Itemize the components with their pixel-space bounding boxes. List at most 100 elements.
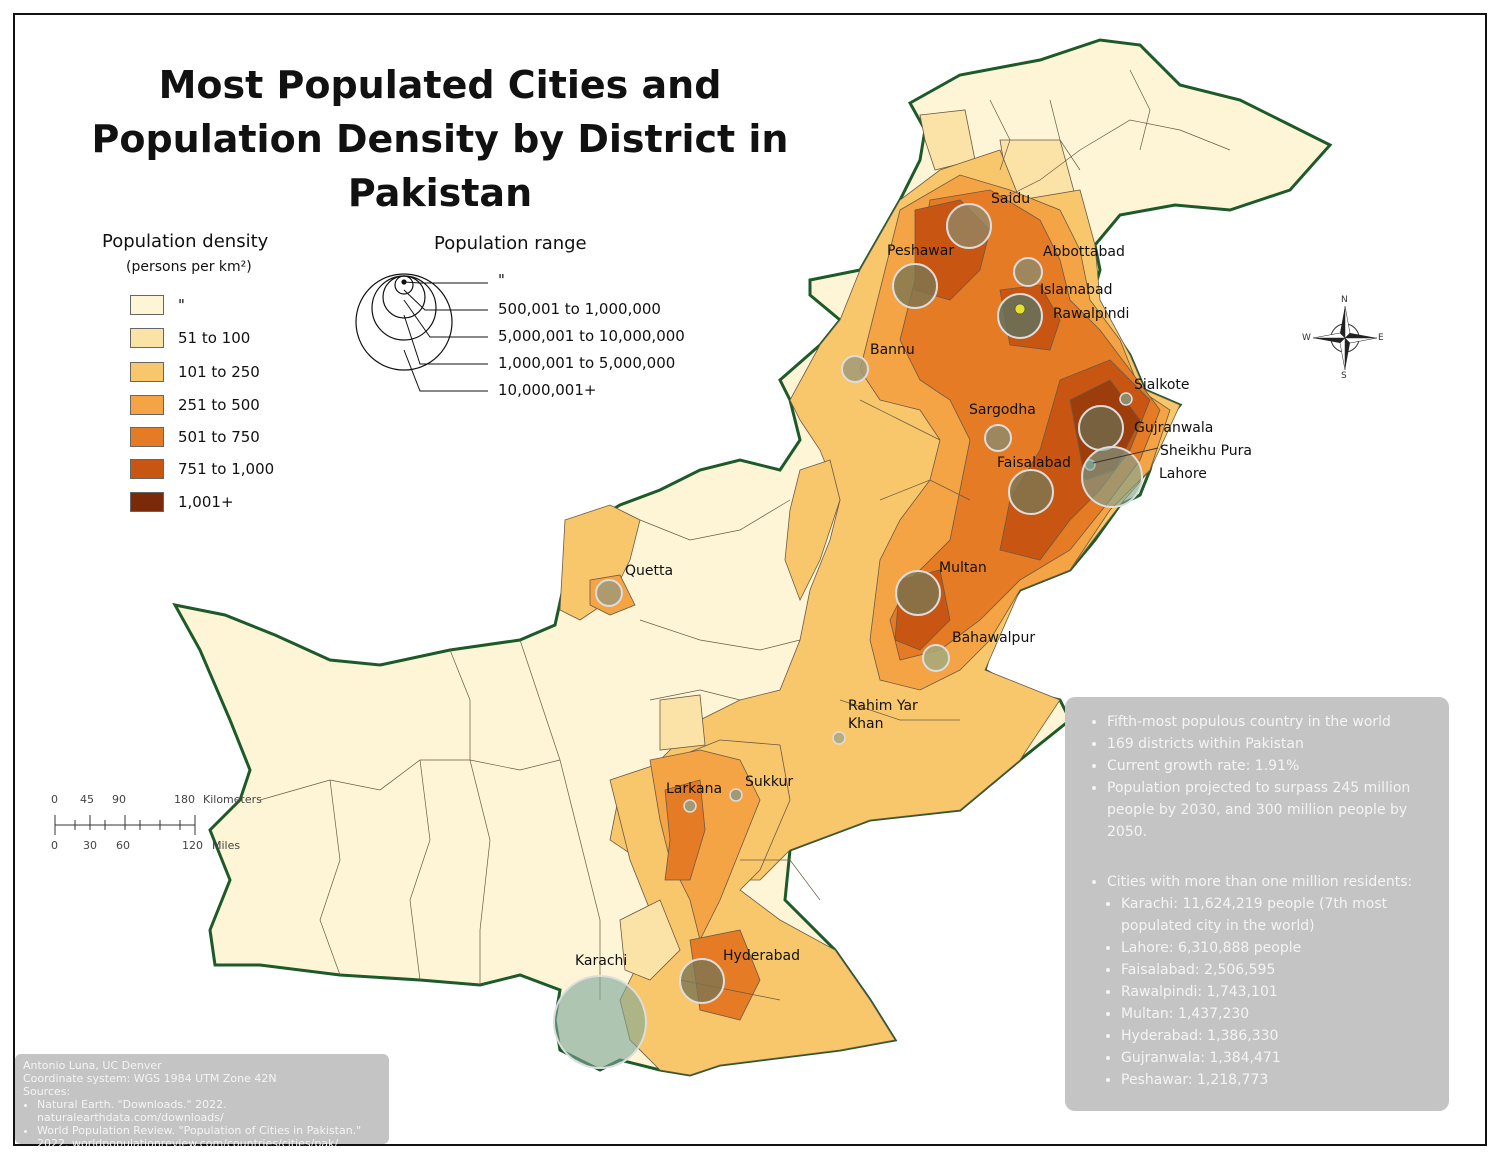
density-swatch [130, 427, 164, 447]
city-label-sukkur: Sukkur [745, 774, 794, 790]
sargodha-marker[interactable] [984, 424, 1012, 452]
fact-item: 169 districts within Pakistan [1107, 733, 1431, 755]
scale-km-tick: 180 [174, 793, 195, 806]
density-swatch [130, 395, 164, 415]
credit-sources-label: Sources: [23, 1085, 71, 1098]
range-legend-item: " [498, 271, 505, 289]
city-circles [553, 203, 1143, 1069]
karachi-marker[interactable] [553, 975, 647, 1069]
map-frame [13, 13, 1487, 1146]
density-legend-item: " [130, 293, 185, 317]
density-label: 101 to 250 [178, 363, 260, 381]
scale-bar [54, 815, 196, 835]
compass-rose-icon [1312, 305, 1378, 371]
city-label-multan: Multan [939, 560, 987, 576]
city-label-karachi: Karachi [575, 953, 628, 969]
city-label-lahore: Lahore [1159, 466, 1207, 482]
lahore-marker[interactable] [1081, 446, 1143, 508]
density-legend-item: 501 to 750 [130, 425, 260, 449]
bahawalpur-marker[interactable] [922, 644, 950, 672]
scale-km-tick: 90 [112, 793, 126, 806]
city-label-gujranwala: Gujranwala [1134, 420, 1214, 436]
rahim-yar-khan-marker[interactable] [832, 731, 846, 745]
city-population-item: Karachi: 11,624,219 people (7th most pop… [1121, 893, 1431, 937]
density-swatch [130, 459, 164, 479]
sialkote-marker[interactable] [1119, 392, 1133, 406]
scale-mi-tick: 0 [51, 839, 58, 852]
peshawar-marker[interactable] [892, 263, 938, 309]
density-label: 501 to 750 [178, 428, 260, 446]
range-legend-item: 10,000,001+ [498, 381, 597, 399]
faisalabad-marker[interactable] [1008, 469, 1054, 515]
city-label-quetta: Quetta [625, 563, 674, 579]
info-panel: Fifth-most populous country in the world… [1065, 697, 1449, 1111]
density-legend-item: 251 to 500 [130, 393, 260, 417]
city-label-rahim-yar-khan: Rahim Yar Khan [848, 698, 918, 732]
islamabad-marker[interactable] [1014, 303, 1026, 315]
scale-mi-tick: 30 [83, 839, 97, 852]
range-legend-item: 1,000,001 to 5,000,000 [498, 354, 676, 372]
city-label-rawalpindi: Rawalpindi [1053, 306, 1130, 322]
multan-marker[interactable] [895, 570, 941, 616]
density-label: " [178, 296, 185, 314]
compass-e: E [1378, 333, 1384, 343]
scale-mi-unit: Miles [212, 839, 241, 852]
district-boundaries [259, 69, 1231, 1001]
city-label-islamabad: Islamabad [1040, 282, 1113, 298]
density-label: 51 to 100 [178, 329, 251, 347]
density-swatch [130, 492, 164, 512]
density-legend-subtitle: (persons per km²) [126, 259, 252, 275]
density-label: 251 to 500 [178, 396, 260, 414]
city-label-bahawalpur: Bahawalpur [952, 630, 1036, 646]
gujranwala-marker[interactable] [1078, 405, 1124, 451]
density-legend-item: 751 to 1,000 [130, 457, 274, 481]
city-label-saidu: Saidu [991, 191, 1031, 207]
compass-n: N [1341, 295, 1348, 305]
range-legend-item: 5,000,001 to 10,000,000 [498, 327, 685, 345]
credit-crs: Coordinate system: WGS 1984 UTM Zone 42N [23, 1072, 277, 1085]
quetta-marker[interactable] [595, 579, 623, 607]
city-label-faisalabad: Faisalabad [997, 455, 1071, 471]
credit-source: Natural Earth. "Downloads." 2022. natura… [37, 1098, 381, 1124]
scale-mi-tick: 60 [116, 839, 130, 852]
density-swatch [130, 362, 164, 382]
credit-source: World Population Review. "Population of … [37, 1124, 381, 1150]
fact-item: Fifth-most populous country in the world [1107, 711, 1431, 733]
city-label-larkana: Larkana [666, 781, 723, 797]
rawalpindi-marker[interactable] [997, 293, 1043, 339]
bannu-marker[interactable] [841, 355, 869, 383]
cities-heading: Cities with more than one million reside… [1107, 871, 1431, 893]
density-legend-item: 51 to 100 [130, 326, 250, 350]
density-legend-title: Population density [102, 231, 269, 252]
density-swatch [130, 295, 164, 315]
sukkur-marker[interactable] [729, 788, 743, 802]
larkana-marker[interactable] [683, 799, 697, 813]
hyderabad-marker[interactable] [679, 958, 725, 1004]
city-label-sargodha: Sargodha [969, 402, 1036, 418]
city-population-item: Faisalabad: 2,506,595 [1121, 959, 1431, 981]
city-population-item: Multan: 1,437,230 [1121, 1003, 1431, 1025]
compass-s: S [1341, 371, 1347, 381]
density-label: 1,001+ [178, 493, 234, 511]
city-label-bannu: Bannu [870, 342, 915, 358]
city-population-item: Gujranwala: 1,384,471 [1121, 1047, 1431, 1069]
abbottabad-marker[interactable] [1013, 257, 1043, 287]
scale-km-tick: 0 [51, 793, 58, 806]
credits-panel: Antonio Luna, UC Denver Coordinate syste… [15, 1054, 389, 1150]
city-label-sheikhupura: Sheikhu Pura [1160, 443, 1252, 459]
city-population-item: Hyderabad: 1,386,330 [1121, 1025, 1431, 1047]
scale-km-unit: Kilometers [203, 793, 262, 806]
range-legend-title: Population range [434, 233, 587, 254]
range-legend-item: 500,001 to 1,000,000 [498, 300, 661, 318]
map-title: Most Populated Cities and Population Den… [91, 63, 789, 215]
scale-km-tick: 45 [80, 793, 94, 806]
fact-item: Population projected to surpass 245 mill… [1107, 777, 1431, 843]
city-population-item: Lahore: 6,310,888 people [1121, 937, 1431, 959]
credit-author: Antonio Luna, UC Denver [23, 1059, 162, 1072]
density-legend-item: 1,001+ [130, 490, 234, 514]
saidu-marker[interactable] [946, 203, 992, 249]
scale-mi-tick: 120 [182, 839, 203, 852]
city-label-sialkote: Sialkote [1134, 377, 1190, 393]
city-population-list: Karachi: 11,624,219 people (7th most pop… [1093, 893, 1431, 1091]
range-leaders [403, 281, 488, 392]
